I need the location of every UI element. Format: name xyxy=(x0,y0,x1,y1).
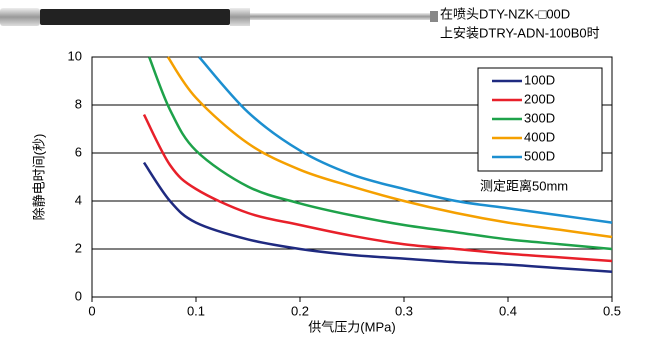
y-tick-label: 8 xyxy=(75,96,82,111)
series-line xyxy=(142,161,613,274)
x-axis-label: 供气压力(MPa) xyxy=(308,319,395,334)
annotation: 测定距离50mm xyxy=(480,178,568,193)
y-tick-label: 10 xyxy=(68,48,82,63)
series-line xyxy=(166,56,613,239)
x-tick-label: 0.2 xyxy=(291,303,309,318)
legend-label: 300D xyxy=(524,110,555,125)
series-line xyxy=(198,56,613,224)
series-line xyxy=(148,56,613,251)
x-tick-label: 0.5 xyxy=(603,303,621,318)
x-tick-label: 0.1 xyxy=(187,303,205,318)
series-line xyxy=(142,114,613,263)
legend-label: 500D xyxy=(524,148,555,163)
note-line: 在喷头DTY-NZK-□00D xyxy=(440,6,570,21)
x-tick-label: 0 xyxy=(88,303,95,318)
y-axis-label: 除静电时间(秒) xyxy=(31,134,46,221)
y-tick-label: 6 xyxy=(75,144,82,159)
legend-label: 400D xyxy=(524,129,555,144)
legend-label: 100D xyxy=(524,72,555,87)
y-tick-label: 2 xyxy=(75,240,82,255)
y-tick-label: 0 xyxy=(75,288,82,303)
note-line: 上安装DTRY-ADN-100B0时 xyxy=(440,25,600,40)
legend-label: 200D xyxy=(524,91,555,106)
y-tick-label: 4 xyxy=(75,192,82,207)
x-tick-label: 0.3 xyxy=(395,303,413,318)
product-image xyxy=(0,8,438,26)
x-tick-label: 0.4 xyxy=(499,303,517,318)
